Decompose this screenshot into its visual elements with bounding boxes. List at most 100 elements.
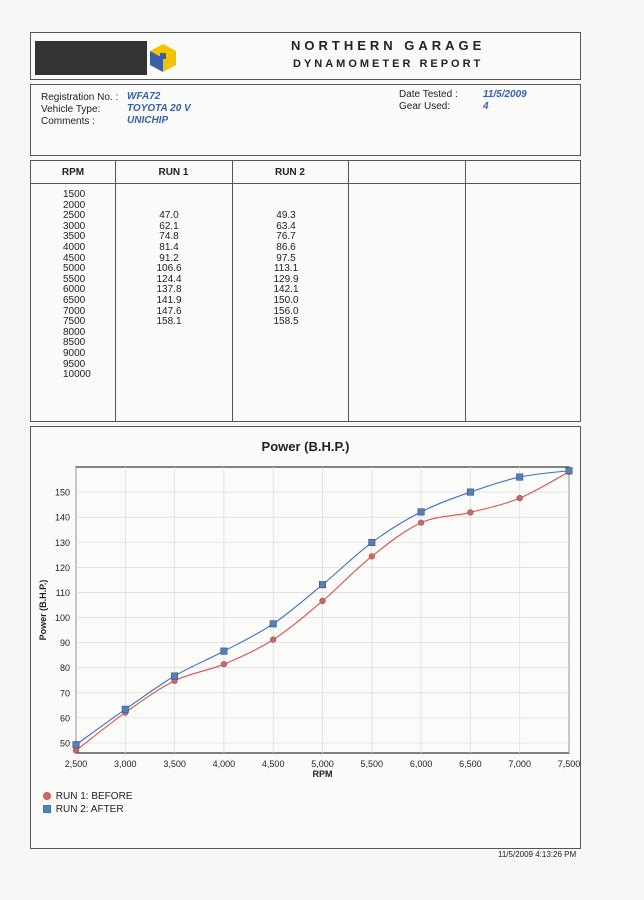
table-cell-run1: 137.8 (156, 284, 182, 296)
x-tick-label: 5,500 (361, 759, 384, 769)
registration-value: WFA72 (127, 91, 161, 102)
x-tick-label: 5,000 (311, 759, 334, 769)
table-cell-rpm: 2500 (63, 210, 86, 222)
table-cell-run1: 147.6 (156, 305, 182, 317)
table-cell-rpm: 5000 (63, 263, 86, 275)
table-header-run2: RUN 2 (274, 167, 305, 178)
data-point-run2 (318, 581, 326, 589)
y-tick-label: 90 (60, 638, 70, 648)
data-point-run2 (466, 488, 474, 496)
data-point-run2 (417, 508, 425, 516)
table-cell-run1: 74.8 (159, 231, 179, 243)
table-cell-rpm: 9500 (63, 358, 86, 370)
table-cell-run1: 106.6 (156, 263, 182, 275)
legend-run2: RUN 2: AFTER (41, 804, 124, 815)
table-cell-run2: 97.5 (276, 252, 296, 264)
x-axis-label: RPM (313, 769, 333, 779)
data-point-run1 (516, 495, 523, 502)
table-cell-rpm: 8500 (63, 337, 86, 349)
date-tested-label: Date Tested : (399, 89, 458, 100)
report-header: NORTHERN GARAGE DYNAMOMETER REPORT (30, 32, 581, 80)
data-point-run2 (516, 473, 524, 481)
table-cell-run1: 47.0 (159, 210, 179, 222)
y-tick-label: 60 (60, 713, 70, 723)
table-cell-run1: 62.1 (159, 220, 179, 232)
x-tick-label: 6,500 (459, 759, 482, 769)
legend-run2-label: RUN 2: AFTER (55, 804, 124, 815)
table-cell-run1: 91.2 (159, 252, 179, 264)
y-tick-label: 100 (55, 613, 70, 623)
data-point-run2 (565, 467, 573, 475)
table-cell-run1: 141.9 (156, 295, 182, 306)
chart-title: Power (B.H.P.) (261, 439, 350, 454)
garage-name: NORTHERN GARAGE (291, 38, 486, 53)
table-cell-rpm: 6500 (63, 295, 86, 306)
comments-label: Comments : (41, 116, 95, 127)
legend-square-icon (43, 805, 51, 814)
table-cell-rpm: 10000 (63, 369, 91, 381)
table-cell-run2: 129.9 (273, 273, 299, 285)
y-tick-label: 120 (55, 563, 70, 573)
table-header-rpm: RPM (61, 167, 85, 178)
y-tick-label: 50 (60, 738, 70, 748)
table-header-run1: RUN 1 (158, 167, 189, 178)
y-axis-label: Power (B.H.P.) (38, 580, 48, 641)
x-tick-label: 6,000 (410, 759, 433, 769)
vehicle-type-value: TOYOTA 20 V (127, 103, 191, 114)
power-table: RPM RUN 1 RUN 2 1500 2000 2500 47.0 49.3 3000… (30, 160, 581, 422)
x-tick-label: 2,500 (65, 759, 88, 769)
x-tick-label: 4,500 (262, 759, 285, 769)
data-point-run1 (467, 509, 474, 516)
table-cell-rpm: 5500 (63, 273, 86, 285)
table-col-divider (115, 161, 233, 421)
table-cell-rpm: 6000 (63, 284, 86, 296)
table-cell-run2: 76.7 (276, 231, 296, 243)
y-tick-label: 140 (55, 513, 70, 523)
legend-run1-label: RUN 1: BEFORE (55, 791, 133, 802)
data-point-run2 (269, 620, 277, 628)
comments-value: UNICHIP (127, 115, 169, 126)
y-tick-label: 110 (56, 588, 70, 598)
table-cell-rpm: 2000 (63, 199, 86, 211)
table-header-divider (31, 183, 580, 184)
table-cell-rpm: 4500 (63, 252, 86, 264)
table-cell-run1: 158.1 (156, 316, 182, 328)
y-tick-label: 130 (55, 538, 70, 548)
table-cell-rpm: 1500 (63, 189, 86, 200)
table-cell-run2: 86.6 (276, 242, 296, 253)
x-tick-label: 3,500 (163, 759, 186, 769)
redacted-block (35, 41, 147, 75)
garage-logo-icon (150, 44, 176, 72)
date-tested-value: 11/5/2009 (483, 89, 527, 100)
data-point-run1 (72, 747, 80, 754)
table-col-divider (31, 161, 116, 421)
x-tick-label: 7,000 (508, 759, 531, 769)
data-point-run1 (319, 597, 326, 605)
gear-used-value: 4 (483, 101, 489, 112)
data-point-run1 (368, 553, 375, 560)
table-cell-run2: 158.5 (273, 316, 299, 328)
table-cell-rpm: 3000 (63, 220, 86, 232)
table-cell-run2: 49.3 (276, 210, 296, 222)
data-point-run2 (121, 705, 129, 713)
gear-used-label: Gear Used: (399, 101, 451, 112)
y-tick-label: 80 (60, 663, 70, 673)
x-tick-label: 7,500 (558, 759, 580, 769)
legend-run1: RUN 1: BEFORE (41, 791, 132, 802)
vehicle-type-label: Vehicle Type: (41, 104, 101, 115)
x-tick-label: 3,000 (114, 759, 137, 769)
report-title: DYNAMOMETER REPORT (293, 58, 484, 70)
data-point-run2 (171, 672, 179, 680)
table-cell-run2: 113.1 (273, 263, 299, 275)
registration-label: Registration No. : (41, 92, 119, 103)
table-cell-run2: 142.1 (273, 284, 299, 296)
y-tick-label: 70 (60, 688, 70, 698)
table-cell-run2: 63.4 (276, 220, 296, 232)
table-cell-rpm: 7500 (63, 316, 86, 328)
table-cell-rpm: 3500 (63, 231, 86, 243)
data-point-run2 (220, 647, 228, 655)
table-cell-run2: 156.0 (273, 305, 299, 317)
vehicle-info-panel: Registration No. : WFA72 Vehicle Type: T… (30, 84, 581, 156)
table-cell-run1: 81.4 (159, 242, 179, 253)
table-col-divider (232, 161, 349, 421)
